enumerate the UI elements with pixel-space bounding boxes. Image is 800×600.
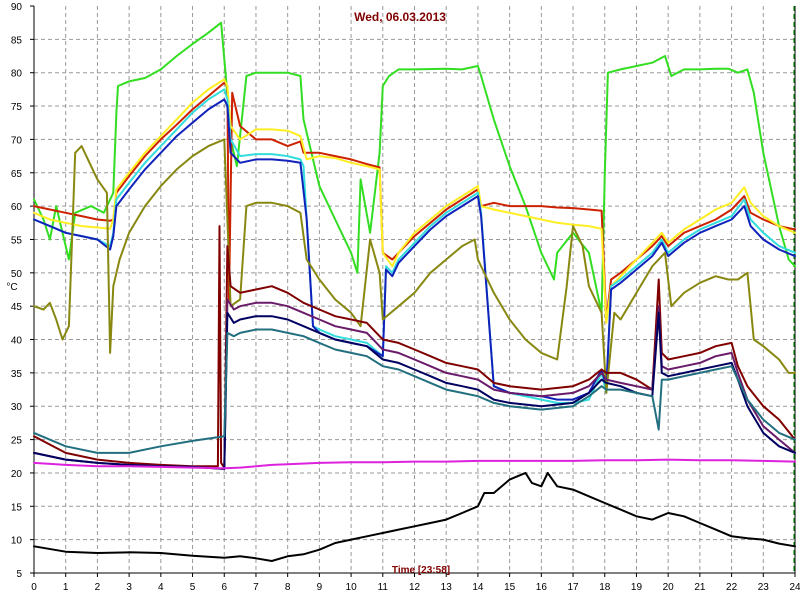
x-tick-label: 13 — [441, 582, 453, 593]
y-tick-label: 80 — [11, 69, 23, 80]
series-line-4 — [33, 88, 796, 404]
y-tick-label: 40 — [11, 336, 23, 347]
y-tick-label: 70 — [11, 135, 23, 146]
y-tick-label: 45 — [11, 302, 23, 313]
x-tick-label: 16 — [536, 582, 548, 593]
x-tick-label: 0 — [31, 582, 37, 593]
x-tick-label: 10 — [346, 582, 358, 593]
y-tick-label: 50 — [11, 269, 23, 280]
y-tick-label: 15 — [11, 502, 23, 513]
x-tick-label: 17 — [567, 582, 579, 593]
series-line-8 — [33, 298, 796, 470]
y-tick-label: 35 — [11, 369, 23, 380]
x-tick-label: 12 — [409, 582, 421, 593]
y-tick-label: 25 — [11, 436, 23, 447]
series-line-9 — [33, 311, 796, 470]
series-line-2 — [33, 81, 796, 321]
x-tick-label: 2 — [95, 582, 101, 593]
x-tick-label: 6 — [221, 582, 227, 593]
chart-title: Wed, 06.03.2013 — [354, 10, 446, 24]
y-tick-label: 85 — [11, 35, 23, 46]
x-tick-label: 20 — [663, 582, 675, 593]
x-tick-label: 3 — [126, 582, 132, 593]
x-tick-label: 9 — [317, 582, 323, 593]
series-line-5 — [33, 98, 796, 401]
y-tick-label: 10 — [11, 536, 23, 547]
x-tick-label: 8 — [285, 582, 291, 593]
x-tick-label: 23 — [758, 582, 770, 593]
x-tick-label: 7 — [253, 582, 259, 593]
x-tick-label: 1 — [63, 582, 69, 593]
series-line-10 — [33, 328, 796, 454]
axis-layer: 0 1 2 3 4 5 6 7 8 9 10 11 12 13 14 15 16 17 18 19 20 21 22 23 24… — [11, 2, 800, 593]
y-tick-label: 30 — [11, 402, 23, 413]
x-tick-label: 11 — [378, 582, 389, 593]
x-tick-label: 24 — [789, 582, 800, 593]
y-tick-label: 5 — [16, 569, 22, 580]
series-line-7 — [33, 225, 796, 469]
x-tick-label: 15 — [504, 582, 516, 593]
x-tick-label: 22 — [726, 582, 738, 593]
series-line-6 — [33, 138, 796, 394]
y-tick-label: 20 — [11, 469, 23, 480]
y-tick-label: 65 — [11, 169, 23, 180]
y-tick-label: 90 — [11, 2, 23, 13]
series-line-3 — [33, 78, 796, 324]
x-tick-label: 21 — [694, 582, 706, 593]
y-axis-label: °C — [6, 282, 17, 293]
series-line-1 — [33, 21, 796, 314]
x-tick-label: 14 — [472, 582, 484, 593]
y-tick-label: 55 — [11, 235, 23, 246]
y-tick-label: 60 — [11, 202, 23, 213]
x-tick-label: 19 — [631, 582, 643, 593]
series-layer — [33, 21, 796, 562]
series-line-11 — [33, 458, 796, 470]
y-tick-label: 75 — [11, 102, 23, 113]
x-tick-label: 5 — [190, 582, 196, 593]
x-tick-label: 18 — [599, 582, 611, 593]
x-axis-label: Time [23:58] — [392, 565, 450, 576]
x-tick-label: 4 — [158, 582, 164, 593]
series-line-12 — [33, 471, 796, 562]
